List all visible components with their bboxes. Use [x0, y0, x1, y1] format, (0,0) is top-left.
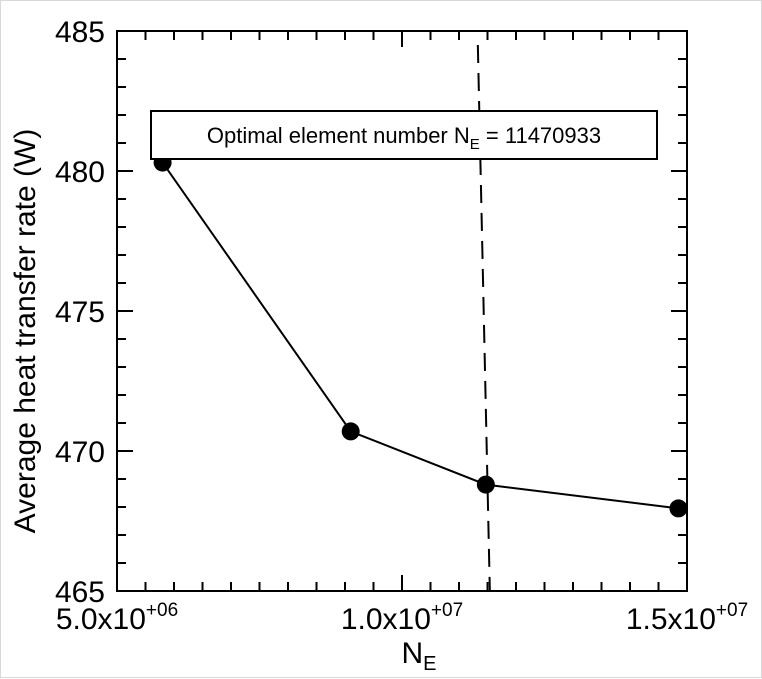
annotation-rect — [150, 110, 658, 160]
data-point — [669, 499, 688, 518]
y-tick-label: 470 — [55, 436, 105, 469]
y-tick-labels: 465 470 475 480 485 — [55, 16, 105, 609]
x-tick-label: 1.0x10+07 — [341, 600, 463, 636]
x-tick-label: 5.0x10+06 — [56, 600, 178, 636]
y-tick-label: 475 — [55, 296, 105, 329]
series-line — [161, 162, 679, 510]
annotation-text: Optimal element number NE = 11470933 — [207, 123, 601, 153]
plot-area-border — [116, 30, 688, 592]
x-tick-label: 1.5x10+07 — [626, 600, 748, 636]
data-point — [341, 422, 360, 441]
y-axis-title: Average heat transfer rate (W) — [9, 129, 42, 534]
data-point — [476, 475, 495, 494]
points-layer — [153, 153, 688, 518]
x-tick-labels: 5.0x10+06 1.0x10+07 1.5x10+07 — [56, 600, 748, 636]
y-tick-label: 480 — [55, 156, 105, 189]
annotation-box: Optimal element number NE = 11470933 — [150, 110, 658, 160]
y-tick-label: 465 — [55, 576, 105, 609]
x-axis-title: NE — [401, 637, 436, 675]
y-tick-label: 485 — [55, 16, 105, 49]
